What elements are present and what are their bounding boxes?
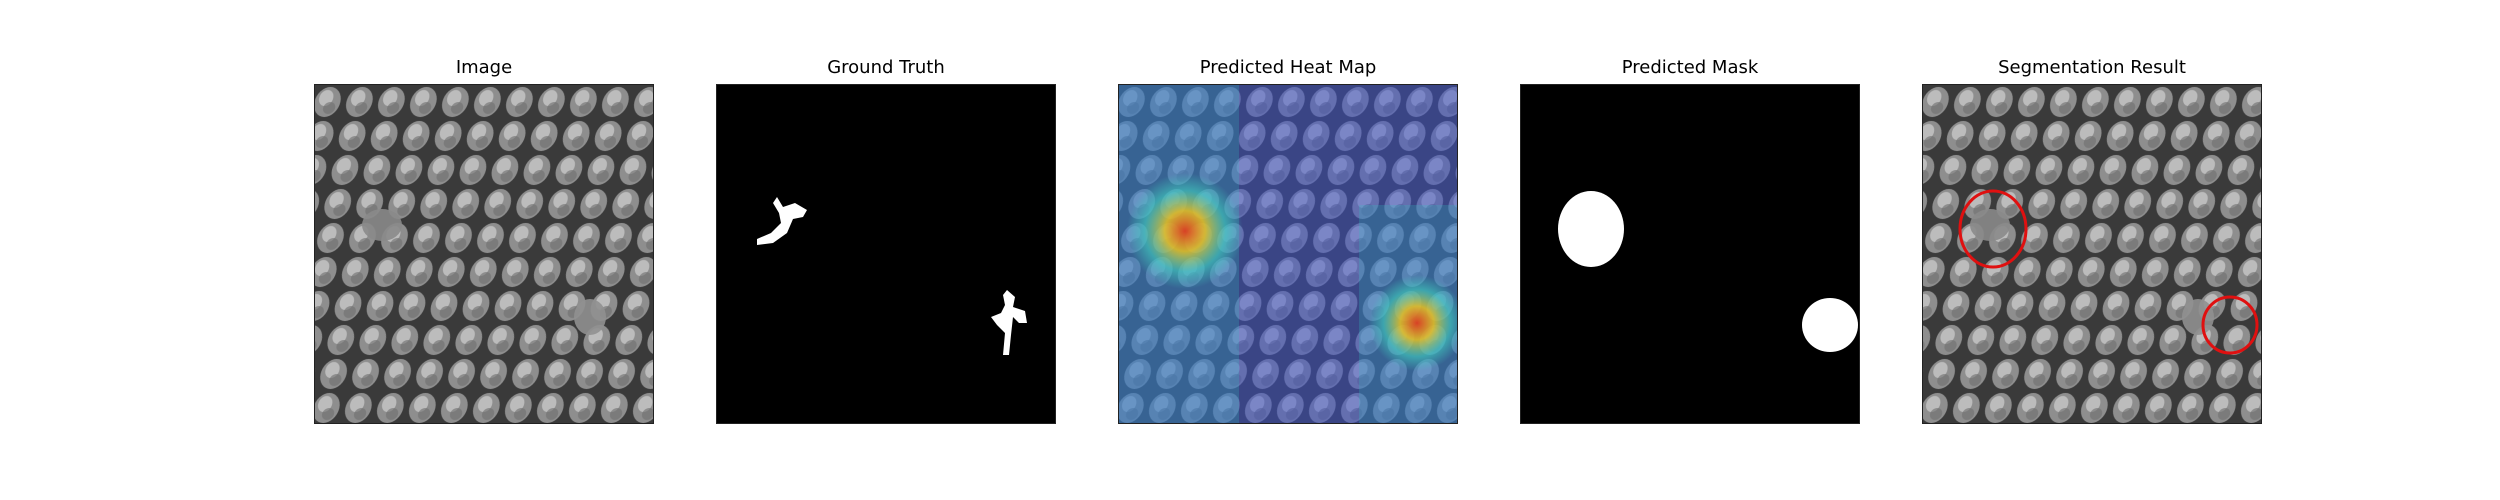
panel-predicted-mask: Predicted Mask bbox=[1520, 0, 1860, 500]
predicted-mask-frame bbox=[1520, 84, 1860, 424]
panel-image: Image bbox=[314, 0, 654, 500]
panel-title: Ground Truth bbox=[827, 57, 945, 78]
predicted-mask bbox=[1521, 85, 1859, 423]
panel-heat-map: Predicted Heat Map bbox=[1118, 0, 1458, 500]
panel-title: Predicted Heat Map bbox=[1199, 57, 1377, 78]
image-frame bbox=[314, 84, 654, 424]
panel-title: Predicted Mask bbox=[1621, 57, 1759, 78]
heat-map-overlay bbox=[1119, 85, 1457, 423]
ground-truth-mask bbox=[717, 85, 1055, 423]
segmentation-frame bbox=[1922, 84, 2262, 424]
panel-title: Segmentation Result bbox=[1998, 57, 2186, 78]
heat-map-frame bbox=[1118, 84, 1458, 424]
ground-truth-frame bbox=[716, 84, 1056, 424]
panel-ground-truth: Ground Truth bbox=[716, 0, 1056, 500]
panel-segmentation-result: Segmentation Result bbox=[1922, 0, 2262, 500]
panel-title: Image bbox=[455, 57, 513, 78]
textured-image bbox=[315, 85, 653, 423]
segmentation-overlay bbox=[1923, 85, 2261, 423]
